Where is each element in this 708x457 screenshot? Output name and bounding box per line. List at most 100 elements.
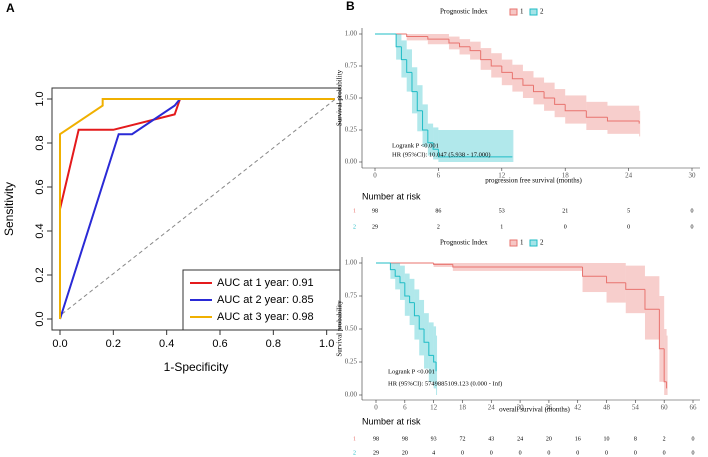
risk-count: 0 bbox=[605, 450, 608, 456]
legend-label: 2 bbox=[540, 8, 544, 16]
survival-step bbox=[411, 72, 418, 93]
survival-step bbox=[428, 342, 434, 356]
survival-step bbox=[469, 46, 481, 52]
y-tick-label: 0.8 bbox=[34, 135, 46, 150]
x-tick-label: 60 bbox=[661, 404, 669, 412]
risk-count: 0 bbox=[663, 450, 666, 456]
ci-band bbox=[512, 64, 523, 92]
risk-count: 2 bbox=[663, 436, 666, 442]
y-tick-label: 0.25 bbox=[345, 126, 358, 134]
risk-count: 98 bbox=[372, 208, 378, 214]
risk-count: 29 bbox=[373, 450, 379, 456]
survival-step bbox=[585, 110, 608, 118]
ci-band bbox=[401, 40, 407, 78]
ci-band bbox=[390, 263, 396, 279]
panel-label: B bbox=[346, 0, 355, 13]
risk-count: 1 bbox=[500, 224, 503, 230]
risk-count: 10 bbox=[604, 436, 610, 442]
annotation: Logrank P <0.001 bbox=[388, 368, 435, 375]
y-axis-title: Survival probability bbox=[336, 69, 344, 126]
risk-count: 5 bbox=[627, 208, 630, 214]
ci-band bbox=[639, 110, 641, 137]
x-tick-label: 12 bbox=[430, 404, 438, 412]
x-tick-label: 12 bbox=[498, 172, 506, 180]
risk-count: 53 bbox=[499, 208, 505, 214]
legend-label: 1 bbox=[520, 8, 524, 16]
legend-label: AUC at 1 year: 0.91 bbox=[217, 277, 314, 289]
chart-title: Prognostic Index bbox=[440, 239, 488, 247]
survival-step bbox=[406, 34, 428, 38]
survival-step bbox=[644, 289, 660, 310]
survival-step bbox=[418, 315, 425, 330]
ci-band bbox=[433, 326, 437, 389]
x-tick-label: 18 bbox=[459, 404, 467, 412]
x-tick-label: 0.8 bbox=[266, 338, 281, 350]
ci-band bbox=[406, 49, 412, 92]
legend-swatch bbox=[529, 8, 538, 16]
ci-band bbox=[433, 127, 439, 160]
survival-step bbox=[533, 85, 545, 93]
survival-step bbox=[389, 263, 396, 271]
ci-band bbox=[644, 276, 660, 340]
risk-count: 0 bbox=[627, 224, 630, 230]
y-axis-title: Sensitivity bbox=[2, 182, 16, 236]
survival-step bbox=[399, 276, 405, 284]
survival-step bbox=[427, 130, 434, 144]
ci-band bbox=[424, 313, 429, 369]
y-tick-label: 0.2 bbox=[34, 267, 46, 282]
annotation: HR (95%CI): 5749885109.123 (0.000 - Inf) bbox=[388, 380, 502, 387]
survival-step bbox=[404, 282, 410, 297]
survival-step bbox=[459, 42, 471, 48]
survival-step bbox=[522, 78, 534, 86]
legend-label: AUC at 3 year: 0.98 bbox=[217, 311, 314, 323]
y-tick-label: 0.75 bbox=[345, 62, 358, 70]
survival-step bbox=[437, 149, 513, 158]
ci-band bbox=[433, 263, 453, 267]
x-tick-label: 0.2 bbox=[106, 338, 121, 350]
x-tick-label: 36 bbox=[545, 404, 553, 412]
y-tick-label: 0.0 bbox=[34, 311, 46, 326]
y-tick-label: 0.75 bbox=[345, 292, 358, 300]
annotation: HR (95%CI): 10.047 (5.938 - 17.000) bbox=[392, 151, 491, 158]
risk-count: 0 bbox=[564, 224, 567, 230]
survival-step bbox=[395, 34, 402, 48]
ci-band bbox=[427, 123, 434, 156]
x-tick-label: 42 bbox=[574, 404, 582, 412]
x-tick-label: 24 bbox=[488, 404, 496, 412]
risk-count: 72 bbox=[459, 436, 465, 442]
legend-label: 1 bbox=[520, 239, 524, 247]
survival-step bbox=[564, 104, 587, 112]
ci-band bbox=[404, 273, 410, 316]
survival-step bbox=[606, 117, 640, 122]
risk-count: 0 bbox=[490, 450, 493, 456]
roc-curve bbox=[59, 98, 335, 319]
risk-count: 0 bbox=[519, 450, 522, 456]
risk-count: 20 bbox=[402, 450, 408, 456]
survival-step bbox=[433, 263, 453, 265]
survival-step bbox=[582, 266, 607, 277]
y-tick-label: 1.0 bbox=[34, 91, 46, 106]
ci-band bbox=[417, 85, 423, 132]
survival-step bbox=[416, 91, 423, 112]
x-tick-label: 1.0 bbox=[319, 338, 334, 350]
survival-step bbox=[448, 39, 460, 44]
risk-count: 0 bbox=[691, 224, 694, 230]
survival-step bbox=[501, 66, 513, 73]
ci-band bbox=[666, 335, 668, 395]
survival-step bbox=[658, 309, 665, 350]
risk-count: 98 bbox=[373, 436, 379, 442]
risk-row-label: 2 bbox=[353, 450, 356, 456]
ci-band bbox=[533, 77, 545, 105]
legend-swatch bbox=[509, 8, 518, 16]
y-tick-label: 0.50 bbox=[345, 325, 358, 333]
x-tick-label: 30 bbox=[689, 172, 697, 180]
x-tick-label: 0.0 bbox=[52, 338, 67, 350]
survival-step bbox=[452, 264, 583, 268]
x-tick-label: 54 bbox=[632, 404, 640, 412]
ci-band bbox=[554, 89, 566, 118]
ci-band bbox=[414, 289, 420, 340]
ci-band bbox=[419, 299, 425, 356]
risk-count: 0 bbox=[634, 450, 637, 456]
y-tick-label: 0.50 bbox=[345, 94, 358, 102]
risk-count: 4 bbox=[432, 450, 435, 456]
